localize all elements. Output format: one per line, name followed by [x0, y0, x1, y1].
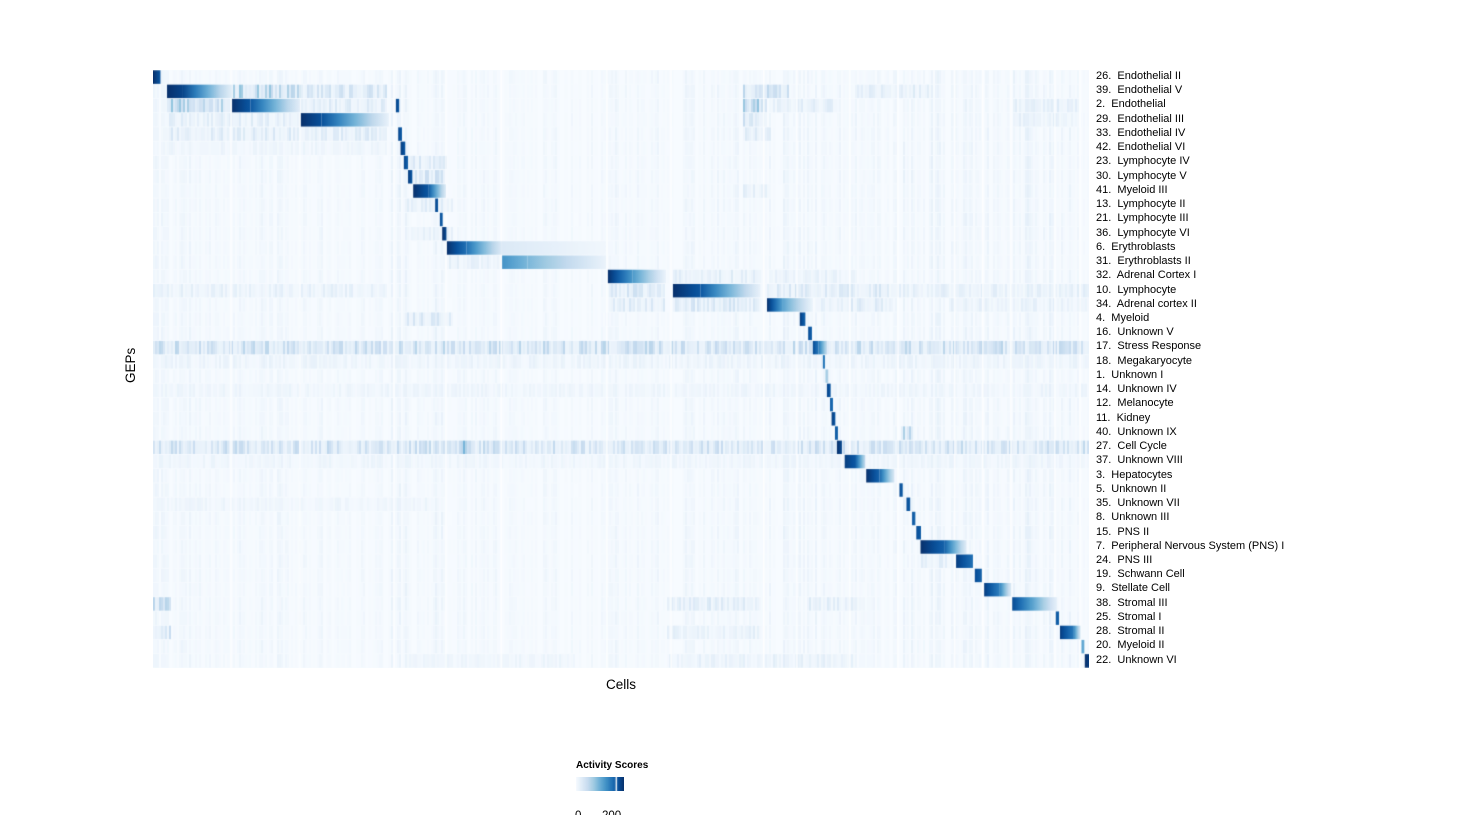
- row-label: 33. Endothelial IV: [1096, 126, 1186, 139]
- row-label: 26. Endothelial II: [1096, 70, 1182, 82]
- row-labels: 26. Endothelial II 39. Endothelial V 2. En…: [1096, 69, 1284, 667]
- row-label: 35. Unknown VII: [1096, 497, 1180, 510]
- legend-gradient-canvas: [576, 777, 624, 791]
- legend: Activity Scores 0 200: [575, 760, 696, 815]
- row-label: 25. Stromal I: [1096, 610, 1162, 623]
- row-label: 13. Lymphocyte II: [1096, 198, 1186, 211]
- row-label: 27. Cell Cycle: [1096, 440, 1167, 453]
- x-axis-label: Cells: [605, 677, 636, 692]
- row-label: 21. Lymphocyte III: [1096, 212, 1189, 225]
- row-label: 4. Myeloid: [1096, 311, 1150, 324]
- row-label: 1. Unknown I: [1096, 368, 1164, 381]
- row-label: 32. Adrenal Cortex I: [1096, 269, 1197, 282]
- row-label: 10. Lymphocyte: [1096, 283, 1177, 296]
- row-label: 20. Myeloid II: [1096, 639, 1165, 652]
- heatmap-canvas: [153, 70, 1089, 668]
- row-label: 8. Unknown III: [1096, 511, 1170, 524]
- row-label: 41. Myeloid III: [1096, 183, 1168, 196]
- row-label: 36. Lymphocyte VI: [1096, 226, 1190, 239]
- row-label: 15. PNS II: [1096, 525, 1150, 538]
- legend-gradient-bar: 0 200: [575, 777, 624, 815]
- row-label: 14. Unknown IV: [1096, 383, 1177, 396]
- row-label: 17. Stress Response: [1096, 340, 1202, 353]
- row-label: 34. Adrenal cortex II: [1096, 297, 1197, 310]
- row-label: 22. Unknown VI: [1096, 653, 1177, 666]
- row-label: 40. Unknown IX: [1096, 425, 1177, 438]
- row-label: 42. Endothelial VI: [1096, 141, 1186, 154]
- row-label: 37. Unknown VIII: [1096, 454, 1183, 467]
- row-label: 3. Hepatocytes: [1096, 468, 1173, 481]
- row-label: 7. Peripheral Nervous System (PNS) I: [1096, 539, 1285, 552]
- row-label: 12. Melanocyte: [1096, 397, 1174, 410]
- row-label: 6. Erythroblasts: [1096, 240, 1176, 253]
- row-label: 38. Stromal III: [1096, 596, 1168, 609]
- row-label: 30. Lymphocyte V: [1096, 169, 1187, 182]
- row-label: 29. Endothelial III: [1096, 112, 1185, 125]
- y-axis-label: GEPs: [123, 347, 138, 383]
- row-label: 16. Unknown V: [1096, 326, 1174, 339]
- row-label: 19. Schwann Cell: [1096, 568, 1185, 581]
- row-label: 28. Stromal II: [1096, 625, 1165, 638]
- legend-title: Activity Scores: [576, 760, 649, 771]
- row-label: 11. Kidney: [1096, 411, 1151, 424]
- legend-max-label: 200: [602, 810, 621, 815]
- row-label: 5. Unknown II: [1096, 482, 1167, 495]
- row-label: 24. PNS III: [1096, 553, 1153, 566]
- row-label: 39. Endothelial V: [1096, 84, 1183, 97]
- row-label: 31. Erythroblasts II: [1096, 255, 1191, 268]
- row-label: 23. Lymphocyte IV: [1096, 155, 1190, 168]
- row-label: 9. Stellate Cell: [1096, 582, 1170, 595]
- legend-min-label: 0: [575, 810, 581, 815]
- row-label: 2. Endothelial: [1096, 98, 1166, 111]
- row-label: 18. Megakaryocyte: [1096, 354, 1192, 367]
